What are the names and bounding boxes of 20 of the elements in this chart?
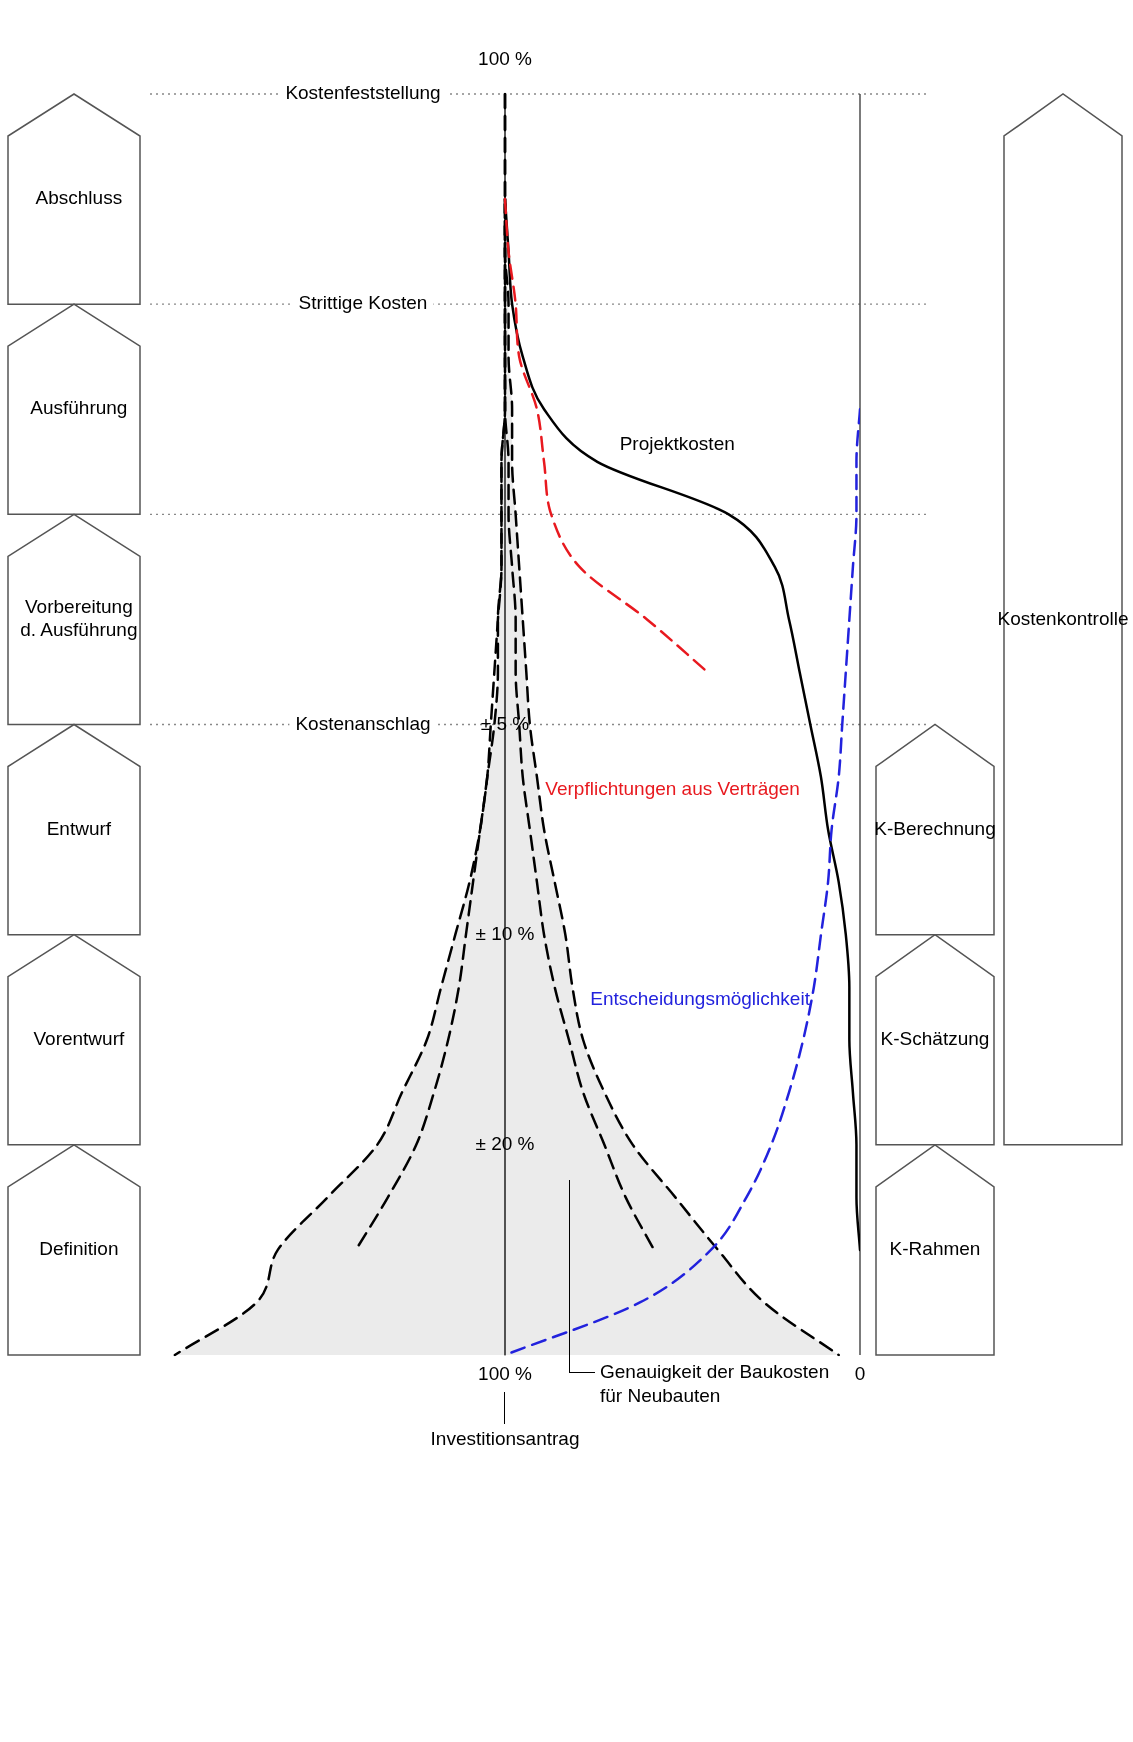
y-tick-label: Definition	[39, 1238, 119, 1260]
text: K-Rahmen	[889, 1238, 981, 1260]
text: Verpflichtungen aus Verträgen	[545, 778, 800, 800]
text: Kostenkontrolle	[997, 607, 1129, 629]
text: 100 %	[478, 48, 533, 70]
text: Genauigkeit der Baukosten für Neubauten	[600, 1361, 830, 1407]
annotation: Strittige Kosten	[298, 292, 428, 314]
text: Investitionsantrag	[430, 1428, 580, 1450]
text: K-Schätzung	[880, 1027, 990, 1049]
y-tick-label: Ausführung	[30, 397, 128, 419]
annotation: Kostenanschlag	[295, 712, 431, 734]
x-tick-label: 0	[854, 1362, 866, 1384]
y-tick-label: Abschluss	[35, 187, 123, 209]
annotation: Kostenfeststellung	[285, 82, 441, 104]
y-tick-label: Vorbereitung d. Ausführung	[20, 596, 138, 641]
series-label: Projektkosten	[619, 432, 735, 454]
text: K-Berechnung	[874, 817, 996, 839]
series-label: Entscheidungsmöglichkeit	[590, 988, 811, 1010]
y-tick-label: Vorentwurf	[33, 1027, 125, 1049]
y-tick-label: Entwurf	[46, 817, 112, 839]
